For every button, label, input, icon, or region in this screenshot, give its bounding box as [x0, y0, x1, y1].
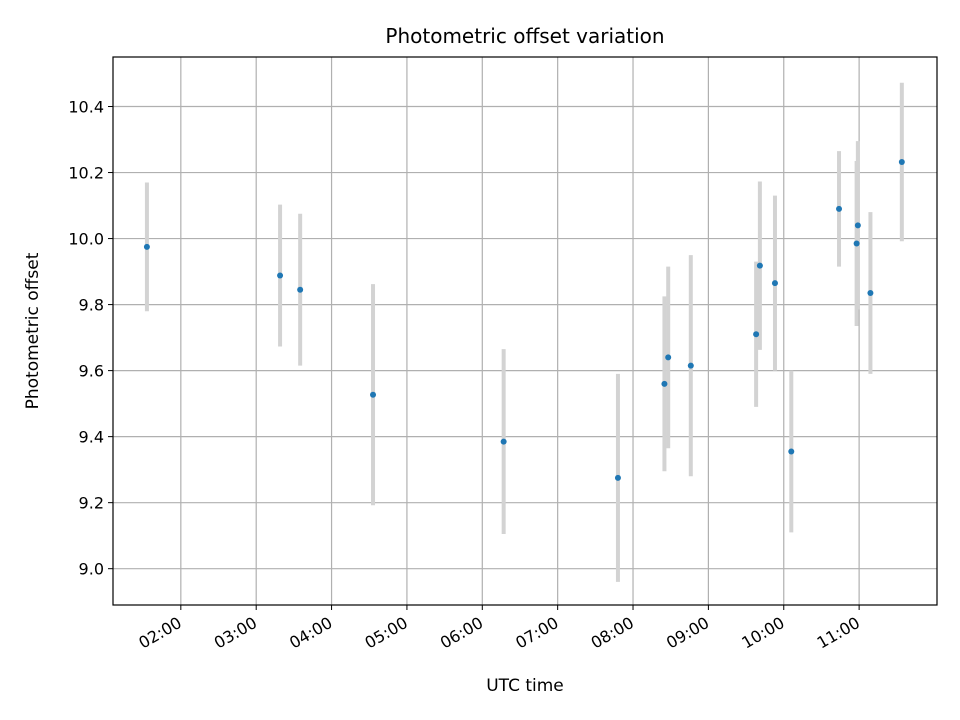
- plot-frame: [112, 56, 938, 606]
- data-points: [143, 158, 905, 481]
- y-tick-label: 10.2: [68, 164, 104, 183]
- data-point: [898, 158, 905, 165]
- x-axis-label: UTC time: [486, 676, 564, 696]
- data-point: [614, 474, 621, 481]
- data-point: [867, 290, 874, 297]
- y-tick-label: 9.0: [79, 560, 104, 579]
- y-tick-label: 9.4: [79, 428, 104, 447]
- chart-title: Photometric offset variation: [385, 24, 664, 48]
- data-point: [370, 391, 377, 398]
- data-point: [788, 448, 795, 455]
- data-point: [143, 243, 150, 250]
- y-tick-label: 9.2: [79, 494, 104, 513]
- y-axis-ticks: 9.0 9.2 9.4 9.6 9.8 10.0 10.2 10.4: [68, 98, 113, 579]
- data-point: [753, 331, 760, 338]
- data-point: [661, 380, 668, 387]
- grid: [113, 57, 937, 605]
- data-point: [756, 262, 763, 269]
- data-point: [687, 362, 694, 369]
- data-point: [854, 222, 861, 229]
- data-point: [836, 205, 843, 212]
- y-tick-label: 9.8: [79, 296, 104, 315]
- data-point: [500, 438, 507, 445]
- y-axis-label: Photometric offset: [23, 252, 43, 409]
- data-point: [297, 286, 304, 293]
- data-point: [771, 280, 778, 287]
- data-point: [665, 354, 672, 361]
- data-point: [277, 272, 284, 279]
- y-tick-label: 10.0: [68, 230, 104, 249]
- data-point: [853, 240, 860, 247]
- y-tick-label: 9.6: [79, 362, 104, 381]
- y-tick-label: 10.4: [68, 98, 104, 117]
